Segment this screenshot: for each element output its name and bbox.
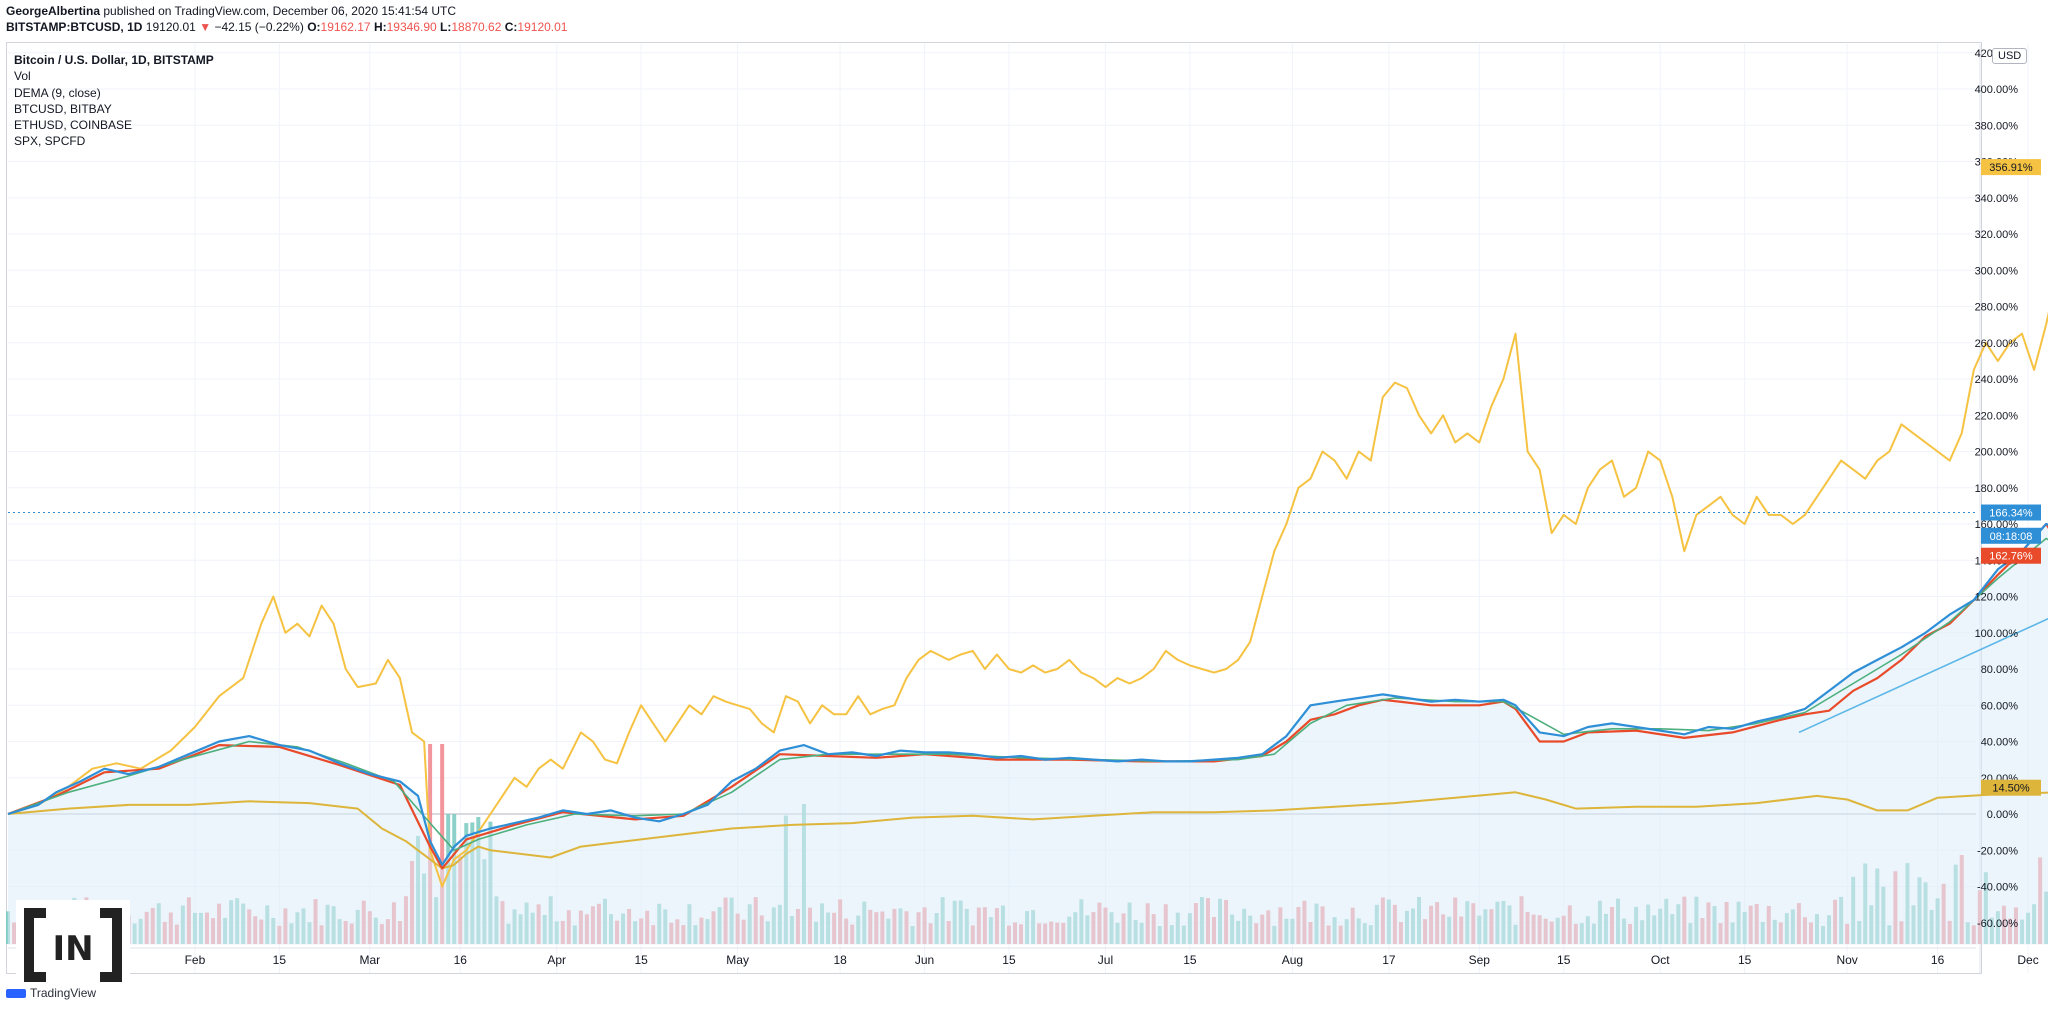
beincrypto-logo: IN bbox=[16, 900, 130, 990]
open-value: 19162.17 bbox=[320, 20, 371, 34]
y-tick-label: 300.00% bbox=[1975, 265, 2019, 277]
volume-bar bbox=[440, 744, 445, 944]
y-tick-label: 80.00% bbox=[1981, 664, 2019, 676]
legend-main-series[interactable]: Bitcoin / U.S. Dollar, 1D, BITSTAMP bbox=[14, 53, 214, 67]
x-tick-label: Jun bbox=[915, 953, 934, 967]
btc-area-fill bbox=[8, 524, 2048, 945]
legend-volume[interactable]: Vol bbox=[14, 69, 31, 84]
series-legend: Bitcoin / U.S. Dollar, 1D, BITSTAMP Vol … bbox=[14, 52, 214, 150]
y-tick-label: -20.00% bbox=[1977, 845, 2018, 857]
price-badge bbox=[1981, 527, 2041, 544]
x-tick-label: Sep bbox=[1469, 953, 1491, 967]
x-tick-label: 18 bbox=[833, 953, 847, 967]
x-tick-label: 15 bbox=[1002, 953, 1016, 967]
x-tick-label: Feb bbox=[185, 953, 206, 967]
tradingview-footer[interactable]: TradingView bbox=[6, 986, 96, 1000]
price-badge-label: 356.91% bbox=[1989, 162, 2033, 174]
price-badge bbox=[1981, 504, 2041, 521]
y-tick-label: 0.00% bbox=[1987, 809, 2018, 821]
y-tick-label: 340.00% bbox=[1975, 193, 2019, 205]
price-badge bbox=[1981, 547, 2041, 564]
y-tick-label: 180.00% bbox=[1975, 483, 2019, 495]
x-tick-label: Aug bbox=[1282, 953, 1303, 967]
price-badge-label: 166.34% bbox=[1989, 508, 2033, 520]
y-tick-label: -60.00% bbox=[1977, 918, 2018, 930]
down-arrow-icon: ▼ bbox=[199, 20, 212, 34]
x-tick-label: Oct bbox=[1651, 953, 1670, 967]
x-tick-label: May bbox=[726, 953, 749, 967]
x-tick-label: Nov bbox=[1836, 953, 1857, 967]
y-tick-label: 220.00% bbox=[1975, 410, 2019, 422]
low-value: 18870.62 bbox=[451, 20, 502, 34]
y-tick-label: 260.00% bbox=[1975, 338, 2019, 350]
currency-badge[interactable]: USD bbox=[1992, 48, 2028, 64]
x-tick-label: 15 bbox=[634, 953, 648, 967]
x-tick-label: Jul bbox=[1098, 953, 1113, 967]
low-label: L: bbox=[440, 20, 452, 34]
legend-btcusd-bitbay[interactable]: BTCUSD, BITBAY bbox=[14, 101, 112, 116]
publish-date: published on TradingView.com, December 0… bbox=[103, 4, 457, 18]
y-tick-label: 100.00% bbox=[1975, 628, 2019, 640]
x-tick-label: Dec bbox=[2017, 953, 2038, 967]
y-tick-label: 200.00% bbox=[1975, 447, 2019, 459]
x-tick-label: 17 bbox=[1382, 953, 1396, 967]
y-tick-label: 320.00% bbox=[1975, 229, 2019, 241]
series-line-btc-blue bbox=[7, 522, 2048, 866]
series-line-eth-yellow bbox=[7, 311, 2048, 888]
logo-text: IN bbox=[52, 929, 93, 969]
price-badge-label: 14.50% bbox=[1992, 783, 2030, 795]
y-tick-label: -40.00% bbox=[1977, 882, 2018, 894]
legend-spx[interactable]: SPX, SPCFD bbox=[14, 134, 86, 149]
close-value: 19120.01 bbox=[517, 20, 568, 34]
trend-line bbox=[1798, 617, 2048, 734]
price-badge bbox=[1981, 159, 2041, 176]
close-label: C: bbox=[504, 20, 518, 34]
open-label: O: bbox=[307, 20, 321, 34]
footer-label: TradingView bbox=[30, 986, 97, 1000]
y-tick-label: 280.00% bbox=[1975, 302, 2019, 314]
x-tick-label: 15 bbox=[1557, 953, 1571, 967]
legend-ethusd-coinbase[interactable]: ETHUSD, COINBASE bbox=[14, 118, 133, 133]
legend-dema[interactable]: DEMA (9, close) bbox=[14, 85, 101, 100]
y-tick-label: 40.00% bbox=[1981, 737, 2019, 749]
last-price: 19120.01 bbox=[145, 20, 196, 34]
y-tick-label: 120.00% bbox=[1975, 592, 2019, 604]
x-tick-label: Apr bbox=[547, 953, 566, 967]
author-name: GeorgeAlbertina bbox=[6, 4, 101, 18]
high-value: 19346.90 bbox=[386, 20, 437, 34]
x-tick-label: 15 bbox=[1183, 953, 1197, 967]
tradingview-icon bbox=[6, 989, 26, 999]
high-label: H: bbox=[373, 20, 387, 34]
y-tick-label: 60.00% bbox=[1981, 700, 2019, 712]
y-tick-label: 240.00% bbox=[1975, 374, 2019, 386]
y-tick-label: 380.00% bbox=[1975, 120, 2019, 132]
x-tick-label: 15 bbox=[1738, 953, 1752, 967]
publish-info: GeorgeAlbertina published on TradingView… bbox=[6, 4, 456, 18]
x-tick-label: 16 bbox=[454, 953, 468, 967]
price-badge-label: 08:18:08 bbox=[1990, 531, 2033, 543]
price-badge bbox=[1981, 779, 2041, 796]
symbol-name: BITSTAMP:BTCUSD, 1D bbox=[6, 20, 143, 34]
ohlc-bar: BITSTAMP:BTCUSD, 1D 19120.01 ▼ −42.15 (−… bbox=[6, 20, 567, 34]
price-change: −42.15 (−0.22%) bbox=[214, 20, 304, 34]
x-tick-label: Mar bbox=[359, 953, 380, 967]
y-tick-label: 400.00% bbox=[1975, 84, 2019, 96]
price-badge-label: 162.76% bbox=[1989, 551, 2033, 563]
x-tick-label: 15 bbox=[273, 953, 287, 967]
x-tick-label: 16 bbox=[1931, 953, 1945, 967]
series-line-spx-yellow bbox=[7, 791, 2048, 870]
